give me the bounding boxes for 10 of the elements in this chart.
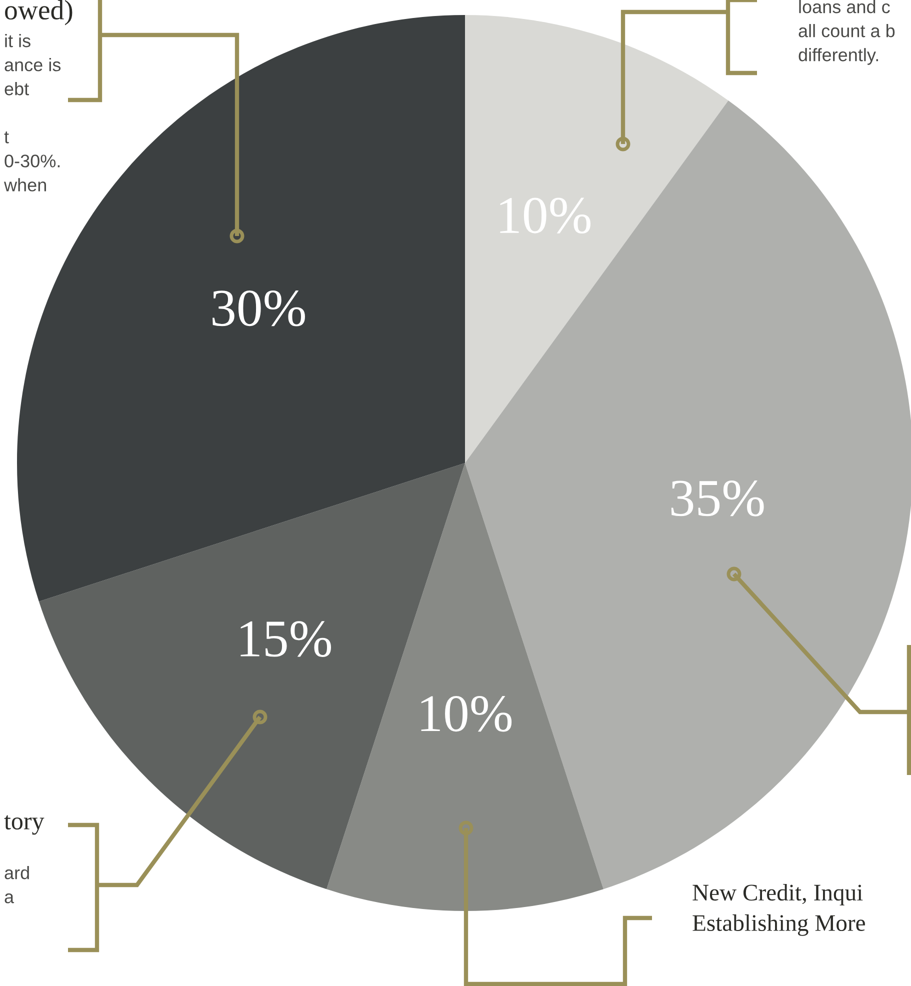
data-label: 15% — [240, 621, 332, 657]
data-label: 10% — [421, 696, 512, 732]
data-label: 35% — [671, 480, 764, 516]
data-label: 30% — [212, 290, 305, 326]
text: it is ance is ebt t 0-30%. when — [4, 34, 61, 192]
text: tory — [4, 815, 44, 835]
text: ard a — [4, 866, 29, 904]
text: New Credit, Inqui Establishing More — [692, 884, 865, 936]
text: owed) — [5, 0, 72, 26]
text: loans and c all count a b differently. — [798, 0, 895, 65]
